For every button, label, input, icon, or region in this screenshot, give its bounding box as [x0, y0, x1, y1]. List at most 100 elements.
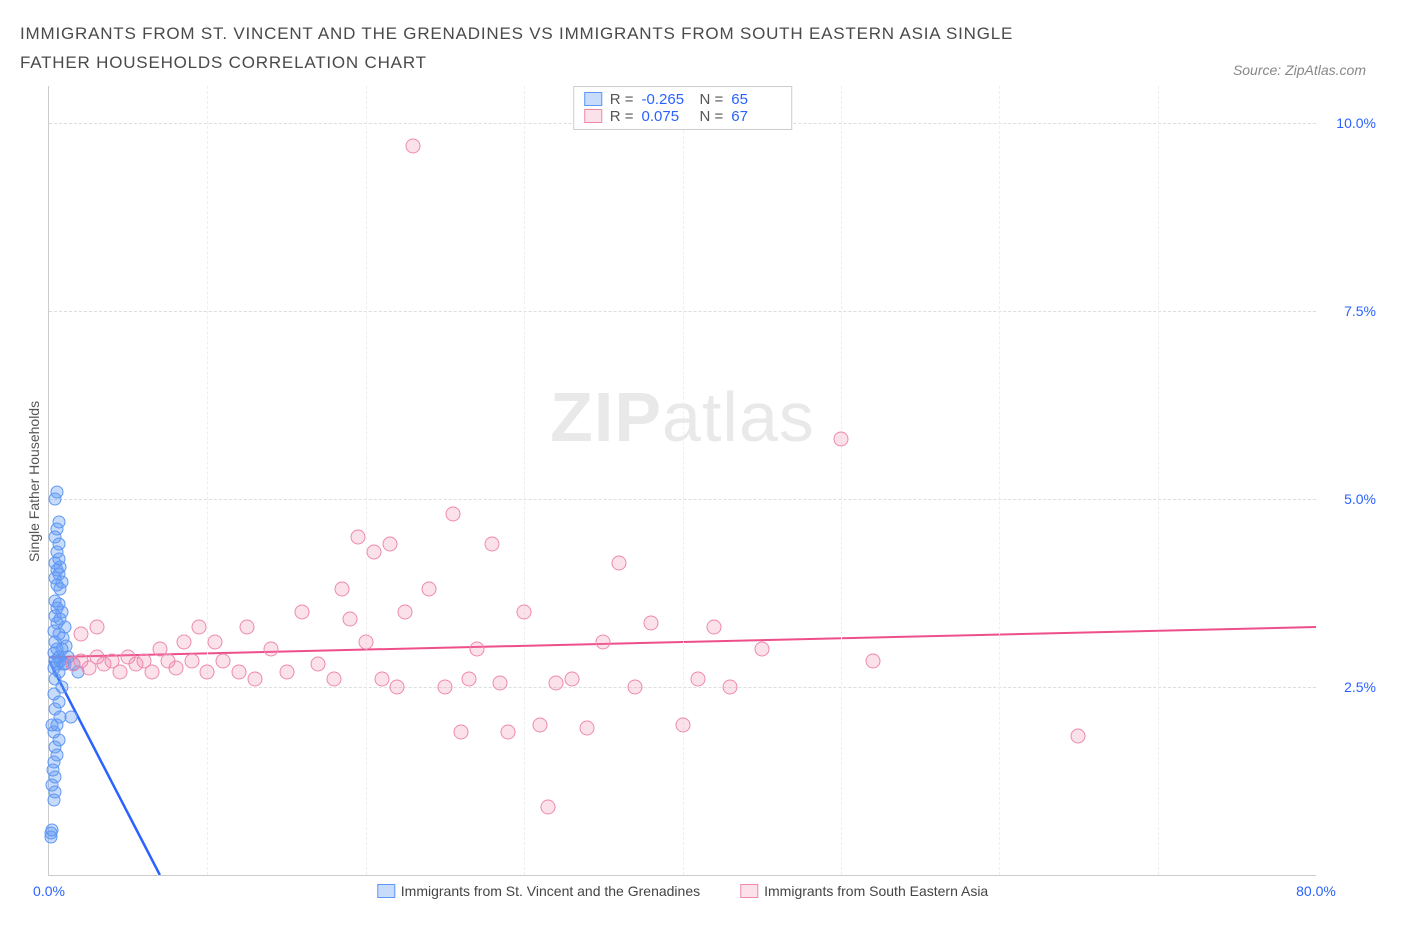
data-point-pink: [707, 619, 722, 634]
data-point-pink: [208, 634, 223, 649]
data-point-pink: [295, 604, 310, 619]
legend-n-value: 67: [731, 108, 781, 125]
data-point-pink: [461, 672, 476, 687]
x-gridline: [683, 86, 684, 875]
legend-r-value: 0.075: [642, 108, 692, 125]
legend-swatch: [377, 884, 395, 898]
data-point-blue: [49, 594, 62, 607]
data-point-pink: [366, 544, 381, 559]
data-point-pink: [168, 661, 183, 676]
data-point-pink: [422, 582, 437, 597]
data-point-pink: [176, 634, 191, 649]
data-point-pink: [184, 653, 199, 668]
x-gridline: [999, 86, 1000, 875]
chart-title: IMMIGRANTS FROM ST. VINCENT AND THE GREN…: [20, 20, 1020, 78]
x-gridline: [841, 86, 842, 875]
data-point-pink: [239, 619, 254, 634]
data-point-pink: [612, 555, 627, 570]
data-point-pink: [327, 672, 342, 687]
data-point-pink: [89, 619, 104, 634]
series-legend-item: Immigrants from St. Vincent and the Gren…: [377, 883, 700, 899]
y-tick-label: 2.5%: [1344, 679, 1376, 695]
legend-r-value: -0.265: [642, 91, 692, 108]
series-legend-item: Immigrants from South Eastern Asia: [740, 883, 988, 899]
x-tick-label: 80.0%: [1296, 883, 1336, 899]
data-point-pink: [580, 721, 595, 736]
legend-swatch: [584, 92, 602, 106]
data-point-pink: [398, 604, 413, 619]
series-legend: Immigrants from St. Vincent and the Gren…: [377, 883, 988, 899]
data-point-pink: [675, 717, 690, 732]
y-tick-label: 7.5%: [1344, 303, 1376, 319]
legend-swatch: [740, 884, 758, 898]
data-point-pink: [627, 679, 642, 694]
data-point-pink: [493, 676, 508, 691]
data-point-pink: [445, 507, 460, 522]
stats-legend-row: R = -0.265 N = 65: [584, 91, 782, 108]
y-axis-label: Single Father Households: [20, 121, 48, 841]
data-point-pink: [374, 672, 389, 687]
data-point-pink: [311, 657, 326, 672]
correlation-chart: IMMIGRANTS FROM ST. VINCENT AND THE GREN…: [20, 20, 1386, 910]
data-point-pink: [469, 642, 484, 657]
legend-n-label: N =: [700, 91, 724, 108]
data-point-pink: [342, 612, 357, 627]
data-point-pink: [358, 634, 373, 649]
data-point-pink: [334, 582, 349, 597]
data-point-pink: [406, 138, 421, 153]
data-point-pink: [485, 537, 500, 552]
data-point-pink: [73, 627, 88, 642]
data-point-pink: [192, 619, 207, 634]
data-point-pink: [517, 604, 532, 619]
stats-legend-row: R = 0.075 N = 67: [584, 108, 782, 125]
data-point-pink: [200, 664, 215, 679]
x-gridline: [524, 86, 525, 875]
legend-swatch: [584, 109, 602, 123]
data-point-pink: [144, 664, 159, 679]
x-gridline: [207, 86, 208, 875]
data-point-pink: [382, 537, 397, 552]
title-row: IMMIGRANTS FROM ST. VINCENT AND THE GREN…: [20, 20, 1386, 78]
data-point-pink: [691, 672, 706, 687]
legend-n-label: N =: [700, 108, 724, 125]
data-point-pink: [263, 642, 278, 657]
data-point-pink: [279, 664, 294, 679]
legend-r-label: R =: [610, 108, 634, 125]
data-point-pink: [754, 642, 769, 657]
data-point-blue: [50, 485, 63, 498]
watermark-bold: ZIP: [550, 378, 662, 456]
data-point-pink: [501, 725, 516, 740]
data-point-pink: [532, 717, 547, 732]
data-point-pink: [216, 653, 231, 668]
data-point-blue: [52, 515, 65, 528]
x-gridline: [366, 86, 367, 875]
series-legend-label: Immigrants from South Eastern Asia: [764, 883, 988, 899]
data-point-pink: [453, 725, 468, 740]
data-point-pink: [232, 664, 247, 679]
y-tick-label: 5.0%: [1344, 491, 1376, 507]
y-tick-label: 10.0%: [1336, 115, 1376, 131]
data-point-blue: [46, 823, 59, 836]
data-point-pink: [247, 672, 262, 687]
series-legend-label: Immigrants from St. Vincent and the Gren…: [401, 883, 700, 899]
data-point-pink: [564, 672, 579, 687]
data-point-pink: [723, 679, 738, 694]
data-point-pink: [833, 431, 848, 446]
x-tick-label: 0.0%: [33, 883, 65, 899]
plot-wrapper: Single Father Households ZIPatlas R = -0…: [20, 86, 1386, 876]
data-point-pink: [540, 800, 555, 815]
data-point-pink: [437, 679, 452, 694]
data-point-pink: [596, 634, 611, 649]
data-point-pink: [390, 679, 405, 694]
x-gridline: [1158, 86, 1159, 875]
data-point-pink: [113, 664, 128, 679]
legend-n-value: 65: [731, 91, 781, 108]
data-point-pink: [865, 653, 880, 668]
legend-r-label: R =: [610, 91, 634, 108]
plot-area: ZIPatlas R = -0.265 N = 65 R = 0.075 N =…: [48, 86, 1316, 876]
data-point-pink: [643, 616, 658, 631]
data-point-pink: [1071, 728, 1086, 743]
stats-legend: R = -0.265 N = 65 R = 0.075 N = 67: [573, 86, 793, 130]
chart-source: Source: ZipAtlas.com: [1233, 62, 1366, 78]
watermark-light: atlas: [662, 378, 815, 456]
